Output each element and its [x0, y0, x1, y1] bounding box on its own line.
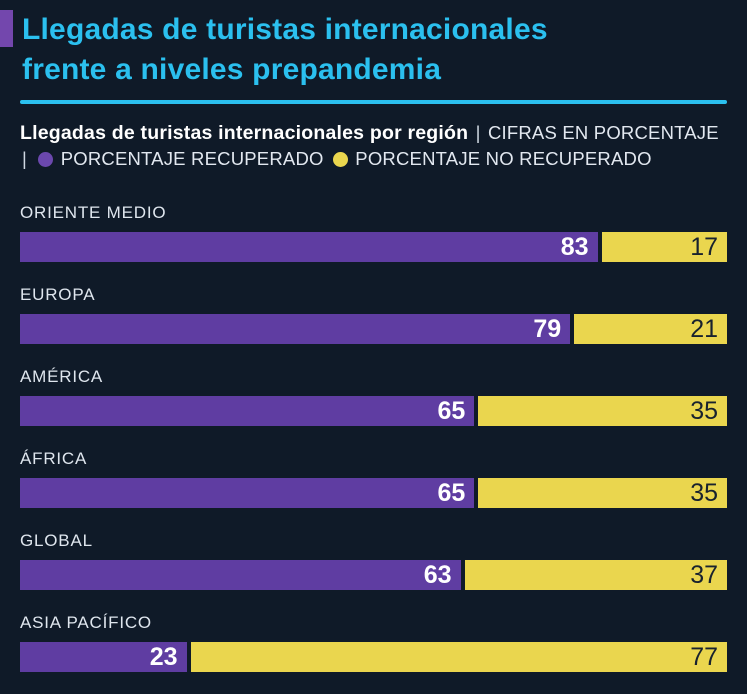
- purple-accent-block: [0, 10, 13, 47]
- stacked-bar: 79 21: [20, 314, 727, 344]
- row-label: GLOBAL: [20, 531, 93, 550]
- chart-row: GLOBAL 63 37: [20, 531, 727, 590]
- stacked-bar: 83 17: [20, 232, 727, 262]
- subtitle-separator-1: |: [475, 122, 481, 143]
- chart-row: ORIENTE MEDIO 83 17: [20, 203, 727, 262]
- bar-not-recovered: 17: [601, 232, 727, 262]
- row-label: AMÉRICA: [20, 367, 104, 386]
- subtitle-separator-2: |: [22, 148, 28, 169]
- bar-value: 35: [690, 478, 718, 507]
- page-title: Llegadas de turistas internacionales fre…: [22, 10, 727, 90]
- bar-value: 23: [149, 642, 178, 671]
- title-line-2: frente a niveles prepandemia: [22, 53, 442, 86]
- bar-value: 65: [437, 396, 466, 425]
- bar-not-recovered: 77: [190, 642, 727, 672]
- bar-recovered: 65: [20, 478, 475, 508]
- bar-recovered: 79: [20, 314, 571, 344]
- bar-not-recovered: 37: [464, 560, 727, 590]
- cyan-divider: [20, 100, 727, 104]
- chart-rows: ORIENTE MEDIO 83 17 EUROPA 79 21: [20, 203, 727, 672]
- bar-not-recovered: 35: [478, 396, 727, 426]
- bar-recovered: 65: [20, 396, 475, 426]
- bar-value: 21: [690, 314, 718, 343]
- legend-dot-not-recovered-icon: [332, 152, 348, 167]
- bar-value: 37: [690, 560, 718, 589]
- row-label: ASIA PACÍFICO: [20, 613, 152, 632]
- title-line-1: Llegadas de turistas internacionales: [22, 13, 548, 46]
- stacked-bar: 65 35: [20, 396, 727, 426]
- bar-recovered: 23: [20, 642, 187, 672]
- bar-value: 63: [423, 560, 452, 589]
- bar-value: 77: [690, 642, 718, 671]
- chart-row: EUROPA 79 21: [20, 285, 727, 344]
- row-label: EUROPA: [20, 285, 96, 304]
- bar-value: 79: [533, 314, 562, 343]
- chart-row: AMÉRICA 65 35: [20, 367, 727, 426]
- bar-value: 83: [560, 232, 589, 261]
- stacked-bar: 63 37: [20, 560, 727, 590]
- chart-row: ÁFRICA 65 35: [20, 449, 727, 508]
- bar-recovered: 83: [20, 232, 598, 262]
- stacked-bar: 23 77: [20, 642, 727, 672]
- subtitle-units: CIFRAS EN PORCENTAJE: [487, 122, 719, 143]
- chart-subtitle: Llegadas de turistas internacionales por…: [20, 120, 727, 171]
- stacked-bar: 65 35: [20, 478, 727, 508]
- row-label: ORIENTE MEDIO: [20, 203, 167, 222]
- chart-row: ASIA PACÍFICO 23 77: [20, 613, 727, 672]
- bar-value: 17: [690, 232, 718, 261]
- row-label: ÁFRICA: [20, 449, 88, 468]
- bar-recovered: 63: [20, 560, 461, 590]
- legend-dot-recovered-icon: [38, 152, 54, 167]
- bar-not-recovered: 21: [574, 314, 727, 344]
- legend-label-not-recovered: PORCENTAJE NO RECUPERADO: [355, 148, 652, 169]
- legend-label-recovered: PORCENTAJE RECUPERADO: [60, 148, 324, 169]
- bar-not-recovered: 35: [478, 478, 727, 508]
- bar-value: 65: [437, 478, 466, 507]
- subtitle-bold: Llegadas de turistas internacionales por…: [20, 122, 469, 144]
- bar-value: 35: [690, 396, 718, 425]
